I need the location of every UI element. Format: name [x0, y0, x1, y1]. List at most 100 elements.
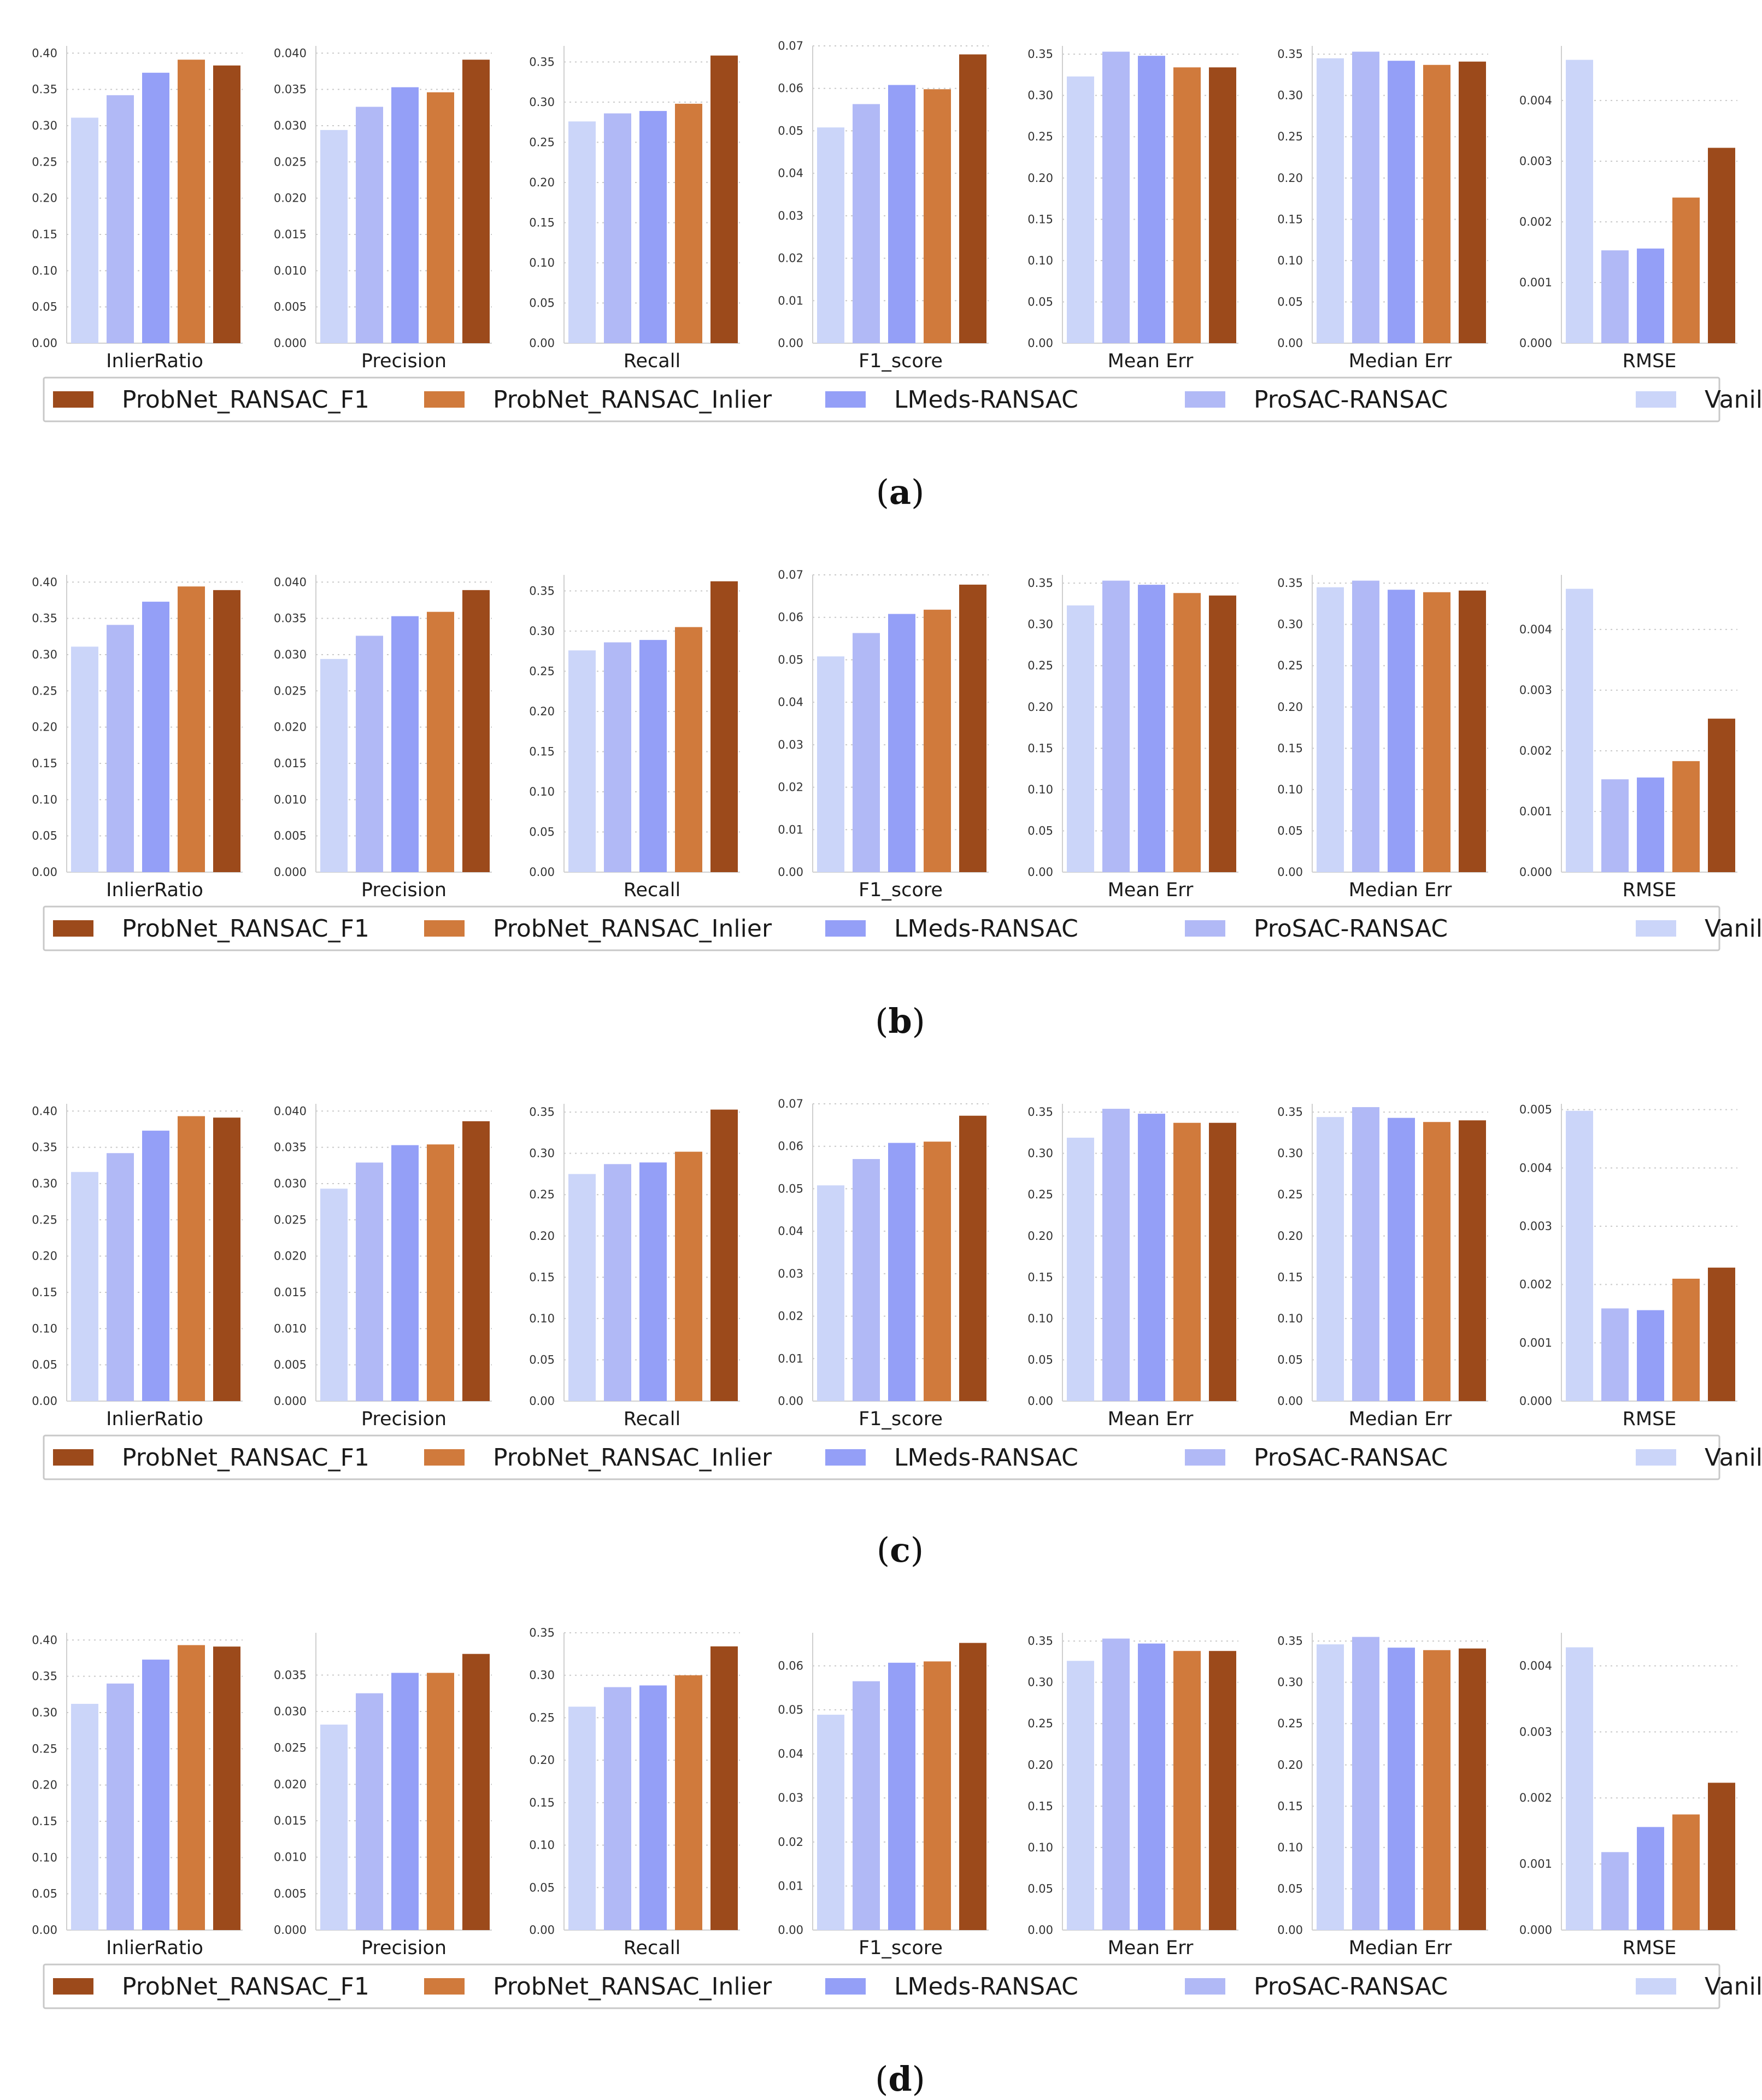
y-tick-label: 0.00 — [529, 1923, 555, 1937]
y-tick-label: 0.25 — [32, 1742, 57, 1755]
y-tick-label: 0.20 — [1277, 701, 1303, 714]
subplot-median-err: 0.00 0.05 0.10 0.15 0.20 0.25 0.30 0.35 Median E… — [1277, 1104, 1488, 1430]
bar-vanilla-ransac — [817, 1714, 844, 1930]
y-tick-label: 0.000 — [274, 1923, 307, 1937]
y-tick-label: 0.25 — [1277, 1717, 1303, 1730]
y-tick-label: 0.015 — [274, 1286, 307, 1299]
bar-lmeds-ransac — [888, 614, 915, 872]
subplot-inlierratio: 0.00 0.05 0.10 0.15 0.20 0.25 0.30 0.35 0.40 Inli… — [32, 575, 243, 901]
bar-prosac-ransac — [356, 1162, 383, 1401]
legend-label: ProSAC-RANSAC — [1254, 915, 1448, 943]
subplot-title: InlierRatio — [106, 1937, 203, 1959]
subplot-title: RMSE — [1623, 879, 1677, 901]
subplot-median-err: 0.00 0.05 0.10 0.15 0.20 0.25 0.30 0.35 Median E… — [1277, 1633, 1488, 1959]
bar-prosac-ransac — [604, 113, 631, 344]
bar-probnet-ransac-f1 — [213, 590, 240, 872]
y-tick-label: 0.40 — [32, 575, 57, 589]
y-tick-label: 0.20 — [32, 721, 57, 734]
subplot-median-err: 0.00 0.05 0.10 0.15 0.20 0.25 0.30 0.35 Median E… — [1277, 575, 1488, 901]
panel-caption: (c) — [877, 1530, 924, 1570]
y-tick-label: 0.002 — [1519, 1278, 1552, 1291]
y-tick-label: 0.25 — [1027, 1188, 1053, 1201]
subplot-precision: 0.000 0.005 0.010 0.015 0.020 0.025 0.030 0.035… — [274, 1633, 492, 1959]
bar-lmeds-ransac — [1637, 1827, 1664, 1930]
panel-caption: (a) — [876, 472, 925, 512]
legend-frame — [43, 905, 1720, 951]
y-tick-label: 0.040 — [274, 1104, 307, 1117]
y-tick-label: 0.05 — [1277, 295, 1303, 308]
y-tick-label: 0.15 — [529, 216, 555, 229]
bar-probnet-ransac-inlier — [924, 89, 951, 344]
y-tick-label: 0.001 — [1519, 276, 1552, 289]
y-tick-label: 0.00 — [32, 337, 57, 350]
bar-lmeds-ransac — [1637, 777, 1664, 872]
y-tick-label: 0.05 — [778, 124, 803, 137]
bar-probnet-ransac-inlier — [1672, 1279, 1700, 1401]
y-tick-label: 0.10 — [32, 793, 57, 806]
bar-probnet-ransac-inlier — [675, 103, 702, 343]
bar-probnet-ransac-f1 — [1209, 595, 1236, 872]
y-tick-label: 0.20 — [32, 192, 57, 205]
y-tick-label: 0.30 — [1277, 89, 1303, 102]
legend-swatch — [1185, 920, 1225, 937]
y-tick-label: 0.030 — [274, 1705, 307, 1718]
y-tick-label: 0.001 — [1519, 1336, 1552, 1349]
y-tick-label: 0.35 — [529, 584, 555, 597]
y-tick-label: 0.00 — [32, 1923, 57, 1937]
caption-letter: b — [888, 1001, 912, 1041]
bar-probnet-ransac-f1 — [710, 55, 738, 343]
y-tick-label: 0.00 — [1277, 1923, 1303, 1937]
bar-vanilla-ransac — [817, 656, 844, 872]
y-tick-label: 0.05 — [1027, 1882, 1053, 1895]
subplot-mean-err: 0.00 0.05 0.10 0.15 0.20 0.25 0.30 0.35 Mean Err — [1027, 1104, 1238, 1430]
subplot-median-err: 0.00 0.05 0.10 0.15 0.20 0.25 0.30 0.35 Median E… — [1277, 46, 1488, 372]
y-tick-label: 0.30 — [529, 96, 555, 109]
y-tick-label: 0.40 — [32, 1104, 57, 1117]
y-tick-label: 0.25 — [529, 1711, 555, 1724]
y-tick-label: 0.010 — [274, 793, 307, 806]
y-tick-label: 0.07 — [778, 1097, 803, 1110]
subplot-title: F1_score — [859, 1408, 943, 1430]
y-tick-label: 0.25 — [1027, 130, 1053, 143]
y-tick-label: 0.05 — [529, 1353, 555, 1366]
bar-prosac-ransac — [853, 1159, 880, 1401]
bar-lmeds-ransac — [888, 1662, 915, 1930]
y-tick-label: 0.03 — [778, 738, 803, 751]
subplot-inlierratio: 0.00 0.05 0.10 0.15 0.20 0.25 0.30 0.35 0.40 Inli… — [32, 1104, 243, 1430]
subplot-title: Mean Err — [1108, 1937, 1194, 1959]
subplot-precision: 0.000 0.005 0.010 0.015 0.020 0.025 0.030 0.035… — [274, 1104, 492, 1430]
y-tick-label: 0.10 — [1027, 783, 1053, 796]
legend-swatch — [424, 920, 465, 937]
y-tick-label: 0.001 — [1519, 805, 1552, 818]
y-tick-label: 0.05 — [778, 1703, 803, 1716]
y-tick-label: 0.30 — [1277, 1676, 1303, 1689]
bar-vanilla-ransac — [320, 1189, 348, 1401]
bar-probnet-ransac-f1 — [1209, 1651, 1236, 1930]
y-tick-label: 0.00 — [1027, 337, 1053, 350]
y-tick-label: 0.35 — [1027, 1634, 1053, 1648]
bar-probnet-ransac-inlier — [1672, 761, 1700, 872]
y-tick-label: 0.005 — [274, 1358, 307, 1372]
bar-vanilla-ransac — [1566, 60, 1593, 344]
y-tick-label: 0.00 — [1277, 1395, 1303, 1408]
bar-vanilla-ransac — [568, 1174, 596, 1401]
caption-close-paren: ) — [912, 1001, 925, 1041]
bar-lmeds-ransac — [1637, 248, 1664, 343]
y-tick-label: 0.03 — [778, 1791, 803, 1804]
bar-lmeds-ransac — [888, 85, 915, 344]
y-tick-label: 0.35 — [1277, 1105, 1303, 1119]
subplot-mean-err: 0.00 0.05 0.10 0.15 0.20 0.25 0.30 0.35 Mean Err — [1027, 575, 1238, 901]
bar-vanilla-ransac — [71, 117, 98, 344]
subplot-title: Recall — [624, 1937, 680, 1959]
y-tick-label: 0.00 — [1027, 866, 1053, 879]
y-tick-label: 0.35 — [529, 1626, 555, 1639]
y-tick-label: 0.30 — [529, 1147, 555, 1160]
y-tick-label: 0.25 — [529, 1188, 555, 1201]
legend-label: ProbNet_RANSAC_Inlier — [493, 386, 772, 414]
bar-probnet-ransac-f1 — [1459, 1648, 1486, 1930]
legend-label: ProbNet_RANSAC_F1 — [122, 915, 369, 943]
caption-letter: c — [890, 1530, 911, 1570]
subplot-f1-score: 0.00 0.01 0.02 0.03 0.04 0.05 0.06 F1_score — [778, 1633, 989, 1959]
bar-probnet-ransac-f1 — [1459, 61, 1486, 343]
bar-probnet-ransac-inlier — [1423, 1122, 1450, 1401]
